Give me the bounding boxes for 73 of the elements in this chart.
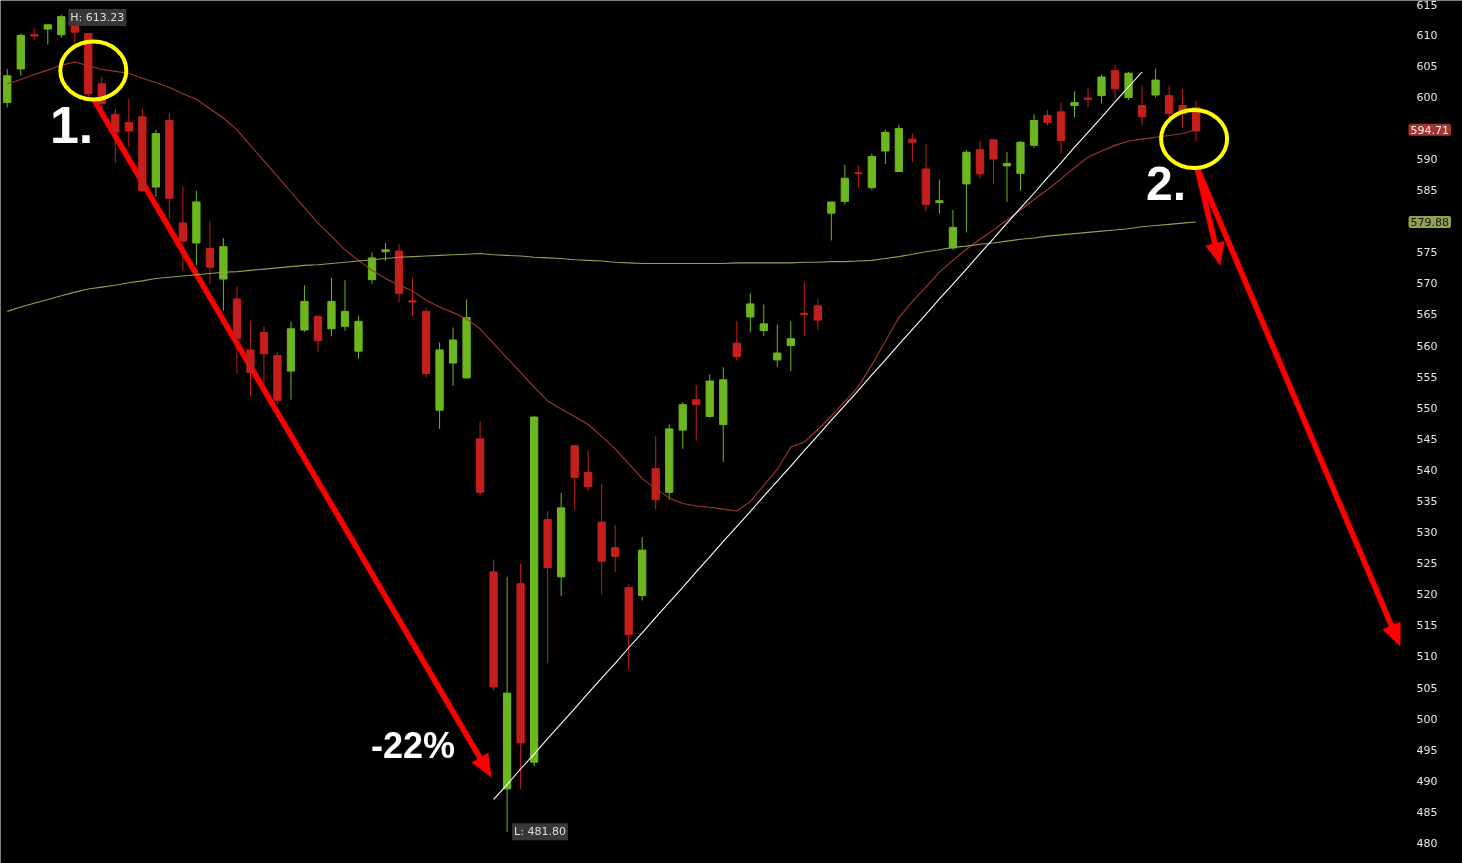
y-tick-label: 565: [1416, 308, 1438, 322]
y-tick-label: 520: [1416, 588, 1438, 602]
y-tick-label: 485: [1416, 805, 1438, 819]
y-tick-label: 480: [1416, 836, 1438, 850]
y-tick-label: 535: [1416, 495, 1438, 509]
candlestick: [881, 129, 890, 165]
candlestick: [746, 292, 755, 333]
candlestick: [1083, 87, 1093, 108]
candlestick: [1070, 90, 1079, 118]
annotation: H: 613.23: [70, 11, 125, 25]
candlestick: [611, 524, 620, 573]
candlestick: [205, 220, 215, 285]
candlestick: [759, 304, 768, 337]
text: 579.88: [1410, 215, 1449, 229]
candlestick: [408, 277, 417, 317]
candlestick: [1137, 85, 1147, 126]
y-tick-label: 510: [1416, 650, 1438, 664]
y-tick-label: 525: [1416, 557, 1438, 571]
candlestick: [800, 281, 809, 337]
candlestick: [854, 164, 863, 189]
candlestick: [381, 242, 390, 262]
y-tick-label: 600: [1416, 90, 1438, 104]
candlestick: [813, 298, 822, 331]
candlestick: [1002, 151, 1012, 203]
candlestick: [111, 108, 120, 164]
candlestick: [773, 323, 782, 368]
candlestick: [57, 14, 66, 39]
y-tick-label: 550: [1416, 401, 1438, 415]
candlestick: [935, 179, 944, 215]
candlestick: [448, 327, 458, 387]
candlestick: [1110, 64, 1120, 100]
y-tick-label: 575: [1416, 246, 1438, 260]
y-tick-label: 545: [1416, 432, 1438, 446]
candlestick: [786, 320, 795, 372]
y-tick-label: 515: [1416, 619, 1438, 633]
candlestick: [124, 98, 133, 148]
candlestick: [340, 279, 350, 332]
candlestick: [948, 209, 958, 251]
candlestick: [840, 164, 849, 205]
annotation: L: 481.80: [514, 825, 566, 839]
candlestick: [259, 325, 269, 384]
y-tick-label: 540: [1416, 463, 1438, 477]
candlestick: [584, 450, 593, 492]
y-tick-label: 530: [1416, 526, 1438, 540]
candlestick: [1151, 68, 1160, 98]
y-tick-label: 590: [1416, 153, 1438, 167]
candlestick: [246, 320, 255, 398]
annotation: -22%: [371, 725, 456, 767]
candlestick: [908, 133, 917, 163]
candlestick: [692, 384, 701, 442]
annotation: 1.: [49, 95, 94, 154]
candlestick: [1097, 73, 1106, 104]
line-series: [493, 71, 1143, 801]
y-tick-label: 605: [1416, 59, 1438, 73]
y-tick-label: 500: [1416, 712, 1438, 726]
y-tick-label: 490: [1416, 774, 1438, 788]
y-tick-label: 615: [1416, 0, 1438, 12]
line-series: [6, 221, 1197, 312]
candlestick: [43, 23, 52, 46]
y-tick-label: 555: [1416, 370, 1438, 384]
y-tick-label: 495: [1416, 743, 1438, 757]
candlestick: [732, 320, 741, 361]
candlestick: [1164, 85, 1174, 118]
candlestick: [827, 201, 836, 241]
y-tick-label: 570: [1416, 277, 1438, 291]
annotation: 2.: [1146, 157, 1187, 211]
y-tick-label: 585: [1416, 184, 1438, 198]
text: 594.71: [1410, 123, 1449, 137]
candlestick: [989, 138, 998, 185]
y-tick-label: 560: [1416, 339, 1438, 353]
candlestick: [178, 186, 188, 271]
y-tick-label: 505: [1416, 681, 1438, 695]
y-tick-label: 610: [1416, 28, 1438, 42]
